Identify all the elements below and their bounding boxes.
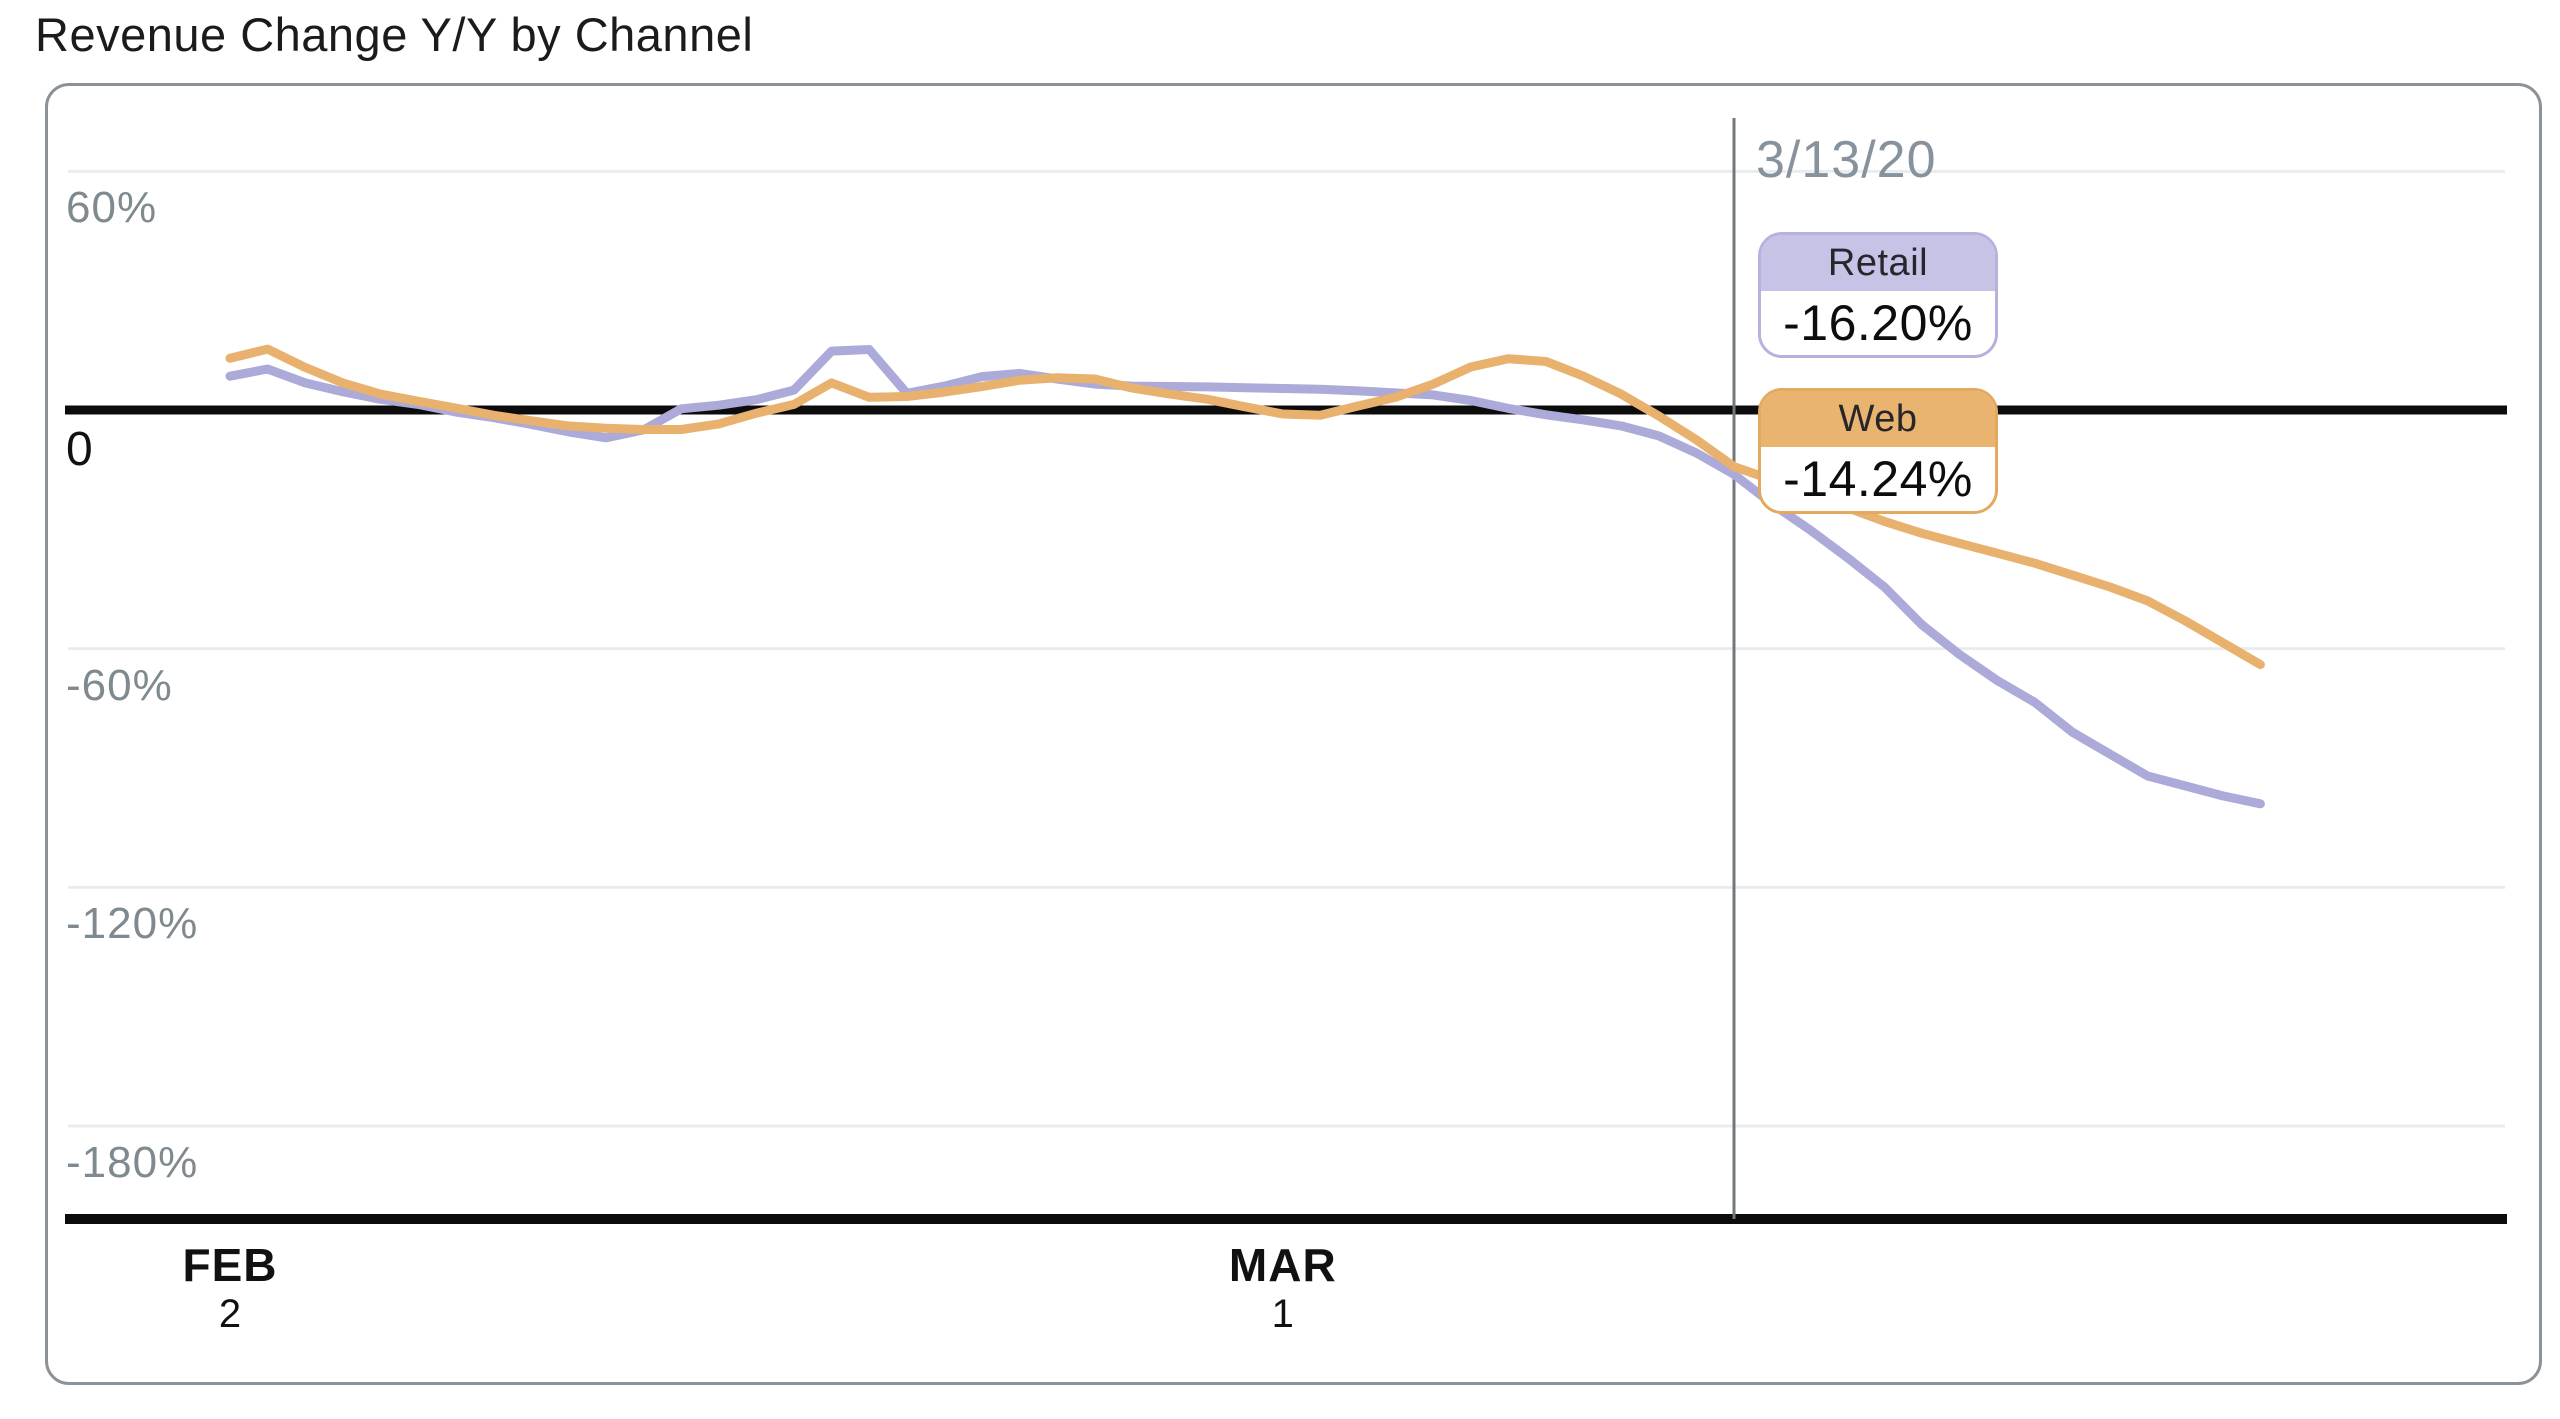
annotation-date-label: 3/13/20 — [1756, 131, 1937, 189]
x-tick-month-MAR: MAR — [1228, 1239, 1337, 1291]
y-tick-label-0: 0 — [66, 423, 94, 476]
x-tick-day-MAR: 1 — [1271, 1292, 1294, 1336]
chart-title: Revenue Change Y/Y by Channel — [35, 8, 754, 61]
x-tick-day-FEB: 2 — [218, 1292, 242, 1336]
retail-tooltip-series-label: Retail — [1761, 235, 1995, 291]
retail-tooltip-value: -16.20% — [1761, 291, 1995, 355]
retail-series-line[interactable] — [225, 345, 2265, 809]
retail-tooltip: Retail -16.20% — [1758, 232, 1998, 358]
web-series-line[interactable] — [225, 344, 2265, 670]
chart-panel — [45, 83, 2542, 1385]
y-tick-label--60%: -60% — [66, 660, 173, 710]
y-tick-label--180%: -180% — [66, 1138, 199, 1188]
web-tooltip-value: -14.24% — [1761, 447, 1995, 511]
y-tick-label-60%: 60% — [66, 183, 158, 233]
web-tooltip-series-label: Web — [1761, 391, 1995, 447]
x-tick-month-FEB: FEB — [182, 1239, 278, 1291]
web-tooltip: Web -14.24% — [1758, 388, 1998, 514]
y-tick-label--120%: -120% — [66, 899, 199, 949]
